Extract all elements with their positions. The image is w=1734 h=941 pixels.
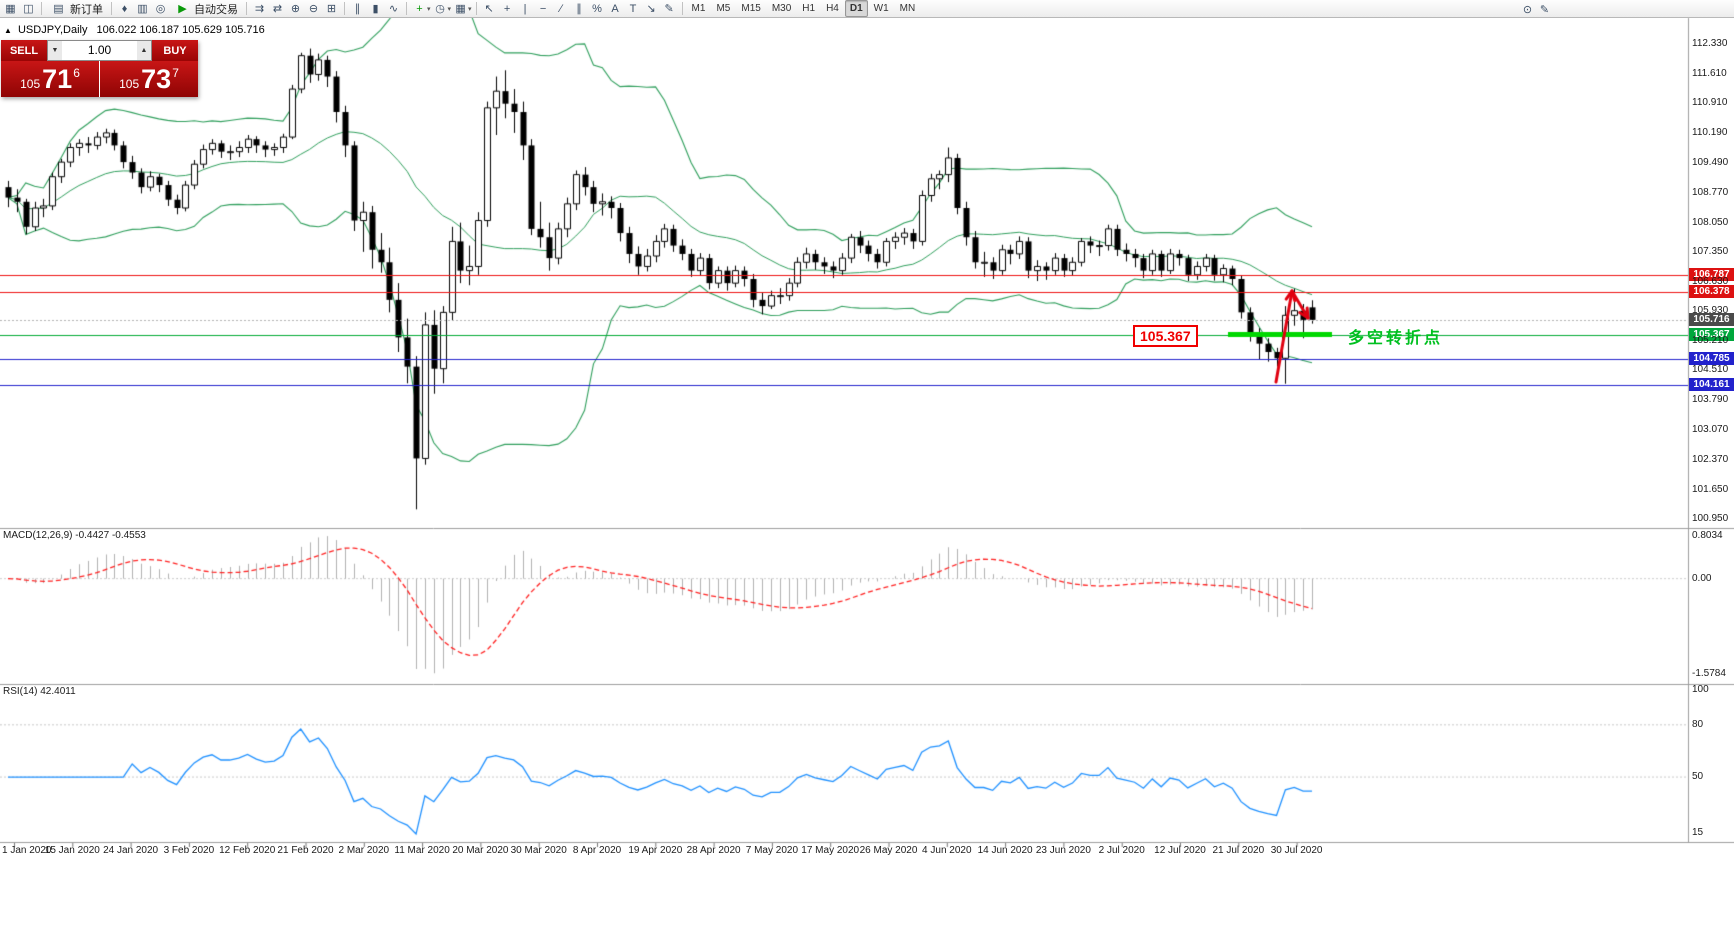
periods-icon[interactable]: ◷ (435, 3, 445, 15)
timeframe-m5[interactable]: M5 (716, 3, 731, 14)
volume-increase-icon[interactable]: ▲ (137, 41, 151, 60)
sell-price-sup: 6 (73, 66, 80, 80)
chart-annotation-text: 多空转折点 (1348, 330, 1444, 347)
line-studies-group: ↖ + | − ∕ ∥% A T ↘ ✎ (481, 1, 678, 17)
volume-decrease-icon[interactable]: ▼ (48, 41, 62, 60)
toolbar: ▦ ◫ ▤ 新订单 ♦ ▥ ◎ ▶ 自动交易 ⇉ ⇄ ⊕ ⊖ ⊞ ∥ ▮ ∿ + ▾ ◷ ▾ ▦ ▾ ↖ + |… (0, 0, 1734, 18)
toolbar-separator (111, 2, 112, 15)
right-toolbar-group: ⊙ ✎ (1519, 1, 1553, 17)
add-indicator-icon[interactable]: + (416, 2, 423, 15)
trendline-icon[interactable]: ∕ (560, 2, 562, 15)
zoom-out-icon[interactable]: ⊖ (308, 3, 319, 15)
chart-type-group: ∥ ▮ ∿ (349, 1, 402, 17)
vertical-line-icon[interactable]: | (523, 2, 527, 15)
fibonacci-icon[interactable]: % (592, 2, 602, 15)
timeframe-m30[interactable]: M30 (771, 3, 792, 14)
arrow-tool-icon[interactable]: ↘ (646, 3, 656, 15)
buy-price-head: 105 (119, 77, 140, 91)
chart-toolbar-group: ⇉ ⇄ ⊕ ⊖ ⊞ (251, 1, 340, 17)
candlestick-icon[interactable]: ▮ (372, 3, 379, 15)
timeframe-m1[interactable]: M1 (691, 3, 706, 14)
one-click-trading-panel: SELL ▼ 1.00 ▲ BUY 105 71 6 105 73 7 (1, 40, 198, 97)
chart-symbol-info: ▲ USDJPY,Daily 106.022 106.187 105.629 1… (4, 24, 265, 36)
new-order-icon: ▤ (53, 3, 64, 15)
dropdown-caret-icon[interactable]: ▾ (447, 5, 452, 13)
chart-shift-icon[interactable]: ⇄ (272, 3, 283, 15)
text-icon[interactable]: A (611, 2, 619, 15)
buy-price-button[interactable]: 105 73 7 (100, 61, 198, 97)
dropdown-caret-icon[interactable]: ▾ (427, 5, 431, 13)
sell-price-button[interactable]: 105 71 6 (1, 61, 99, 97)
buy-price-big: 73 (141, 64, 172, 94)
auto-scroll-icon[interactable]: ⇉ (254, 3, 265, 15)
price-level-label-box: 105.367 (1133, 325, 1198, 347)
timeframe-w1[interactable]: W1 (873, 3, 889, 14)
autotrading-play-icon: ▶ (178, 3, 187, 15)
timeframes-group: M1 M5 M15 M30 H1 H4 D1 W1 MN (687, 0, 921, 17)
sell-price-head: 105 (20, 77, 41, 91)
templates-icon[interactable]: ▦ (455, 3, 466, 15)
freehand-icon[interactable]: ✎ (664, 3, 674, 15)
crosshair-icon[interactable]: + (503, 2, 511, 15)
buy-button[interactable]: BUY (152, 40, 198, 61)
ohlc-values: 106.022 106.187 105.629 105.716 (96, 24, 265, 36)
toolbar-separator (681, 2, 683, 15)
tile-windows-icon[interactable]: ⊞ (326, 3, 337, 15)
dropdown-caret-icon[interactable]: ▾ (468, 5, 472, 13)
toolbar-separator (41, 2, 42, 15)
buy-price-sup: 7 (172, 66, 179, 80)
search-icon[interactable]: ⊙ (1522, 3, 1533, 16)
new-chart-icon[interactable]: ▦ (5, 3, 16, 15)
sell-button[interactable]: SELL (1, 40, 47, 61)
rsi-indicator-label: RSI(14) 42.4011 (3, 686, 76, 697)
web-terminal-icon[interactable]: ◎ (155, 3, 166, 15)
zoom-in-icon[interactable]: ⊕ (290, 3, 301, 15)
edit-icon[interactable]: ✎ (1539, 3, 1550, 16)
volume-value[interactable]: 1.00 (87, 43, 112, 57)
new-order-button[interactable]: ▤ 新订单 (46, 1, 107, 17)
toolbar-separator (475, 2, 477, 15)
sell-price-big: 71 (42, 64, 73, 94)
timeframe-h1[interactable]: H1 (802, 3, 816, 14)
symbol-period-label: USDJPY,Daily (17, 24, 88, 36)
indicators-group: + ▾ ◷ ▾ ▦ ▾ (411, 1, 472, 17)
horizontal-line-icon[interactable]: − (539, 2, 547, 15)
timeframe-d1[interactable]: D1 (844, 0, 868, 17)
standard-toolbar-group: ▦ ◫ (2, 1, 37, 17)
timeframe-h4[interactable]: H4 (826, 3, 839, 14)
profiles-icon[interactable]: ◫ (23, 3, 34, 15)
timeframe-m15[interactable]: M15 (741, 3, 761, 14)
toolbar-separator (406, 2, 407, 15)
macd-indicator-label: MACD(12,26,9) -0.4427 -0.4553 (3, 530, 146, 541)
volume-field[interactable]: ▼ 1.00 ▲ (47, 40, 152, 61)
expand-triangle-icon[interactable]: ▲ (4, 26, 12, 35)
alerts-icon[interactable]: ♦ (121, 2, 128, 15)
market-watch-icon[interactable]: ▥ (137, 3, 148, 15)
bar-chart-icon[interactable]: ∥ (354, 3, 361, 15)
channel-icon[interactable]: ∥ (576, 3, 582, 15)
toolbar-separator (344, 2, 345, 15)
toolbar-separator (246, 2, 247, 15)
line-chart-icon[interactable]: ∿ (388, 3, 399, 15)
tools-toolbar-group: ♦ ▥ ◎ (116, 1, 169, 17)
text-label-icon[interactable]: T (629, 2, 637, 15)
timeframe-mn[interactable]: MN (899, 3, 916, 14)
new-order-label: 新订单 (70, 3, 103, 16)
autotrading-label: 自动交易 (194, 3, 238, 16)
cursor-icon[interactable]: ↖ (484, 3, 494, 15)
autotrading-button[interactable]: ▶ 自动交易 (170, 1, 242, 17)
